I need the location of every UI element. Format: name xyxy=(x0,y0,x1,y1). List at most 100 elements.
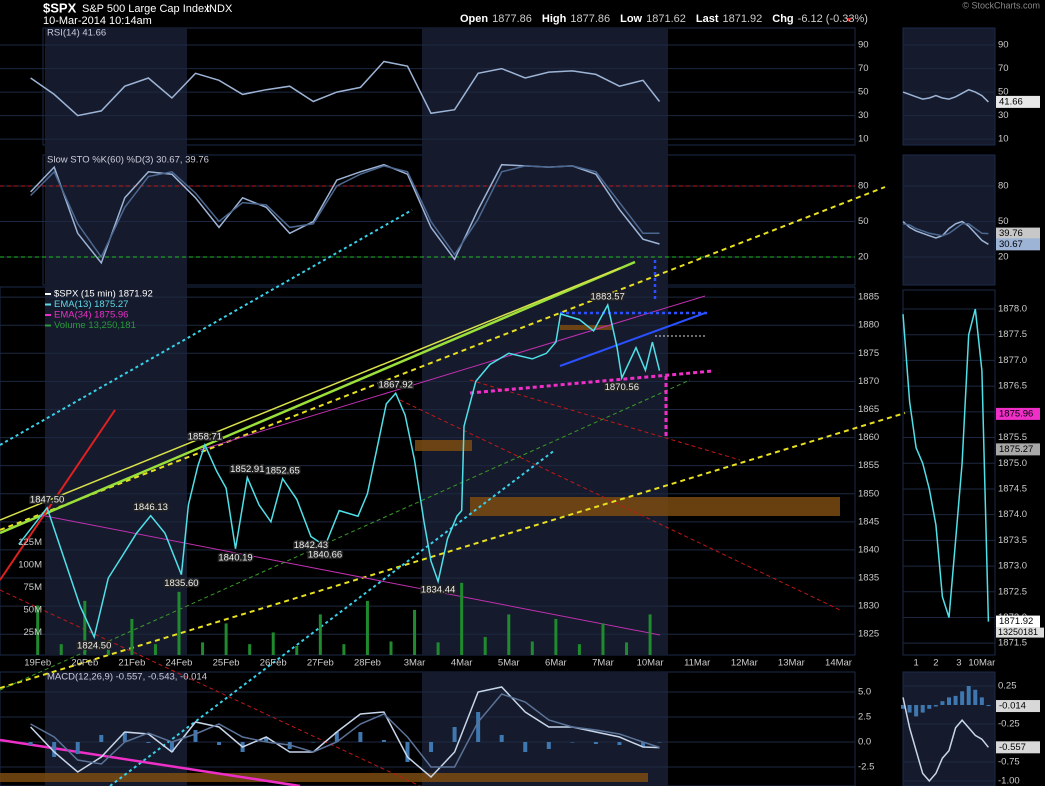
histogram-bar xyxy=(146,742,151,743)
histogram-bar xyxy=(405,742,410,762)
volume-bar xyxy=(389,641,393,655)
histogram-bar xyxy=(986,704,991,707)
series-line xyxy=(18,302,661,640)
volume-bar xyxy=(601,623,605,655)
legend-entry: EMA(34) 1875.96 xyxy=(54,310,128,321)
histogram-bar xyxy=(570,742,575,743)
y-tick-label: 1850 xyxy=(858,488,879,499)
price-annotation: 1852.65 xyxy=(265,465,299,476)
volume-bar xyxy=(436,642,440,655)
histogram-bar xyxy=(593,742,598,744)
volume-bar xyxy=(130,618,134,655)
volume-bar xyxy=(483,636,487,655)
volume-box-label: 13250181 xyxy=(998,627,1038,637)
y-tick-label: 1865 xyxy=(858,404,879,415)
volume-bar xyxy=(271,632,275,655)
x-tick-label: 11Mar xyxy=(684,658,710,669)
value-box-label: 30.67 xyxy=(999,239,1023,250)
y-tick-label: 50 xyxy=(998,216,1009,227)
volume-bar xyxy=(365,600,369,655)
quote-label: High xyxy=(542,13,567,25)
y-tick-label: 1877.5 xyxy=(998,329,1027,340)
series-line xyxy=(902,697,989,783)
volume-bar xyxy=(648,614,652,655)
histogram-bar xyxy=(429,742,434,752)
y-tick-label: 1877.0 xyxy=(998,355,1027,366)
exchange: INDX xyxy=(206,3,233,15)
value-box-label: -0.014 xyxy=(999,701,1026,712)
y-tick-label: 20 xyxy=(998,251,1009,262)
value-box-label: 41.66 xyxy=(999,96,1023,107)
quote-value: 1871.92 xyxy=(723,13,763,25)
overlays xyxy=(0,186,906,786)
x-tick-label: 27Feb xyxy=(307,658,334,669)
y-tick-label: 0.0 xyxy=(858,737,871,748)
y-tick-label: 1835 xyxy=(858,573,879,584)
histogram-bar xyxy=(193,730,198,742)
histogram-bar xyxy=(979,697,984,705)
y-tick-label: 1875.0 xyxy=(998,458,1027,469)
y-tick-label: 50 xyxy=(998,87,1009,98)
volume-tick-label: 125M xyxy=(18,537,42,548)
quote-label: Chg xyxy=(772,13,793,25)
y-tick-label: 1825 xyxy=(858,629,879,640)
histogram-bar xyxy=(476,712,481,742)
x-tick-label: 14Mar xyxy=(825,658,852,669)
series-line xyxy=(902,308,990,622)
series-line xyxy=(902,223,989,237)
x-tick-label: 2 xyxy=(933,658,938,669)
histogram-bar xyxy=(169,742,174,752)
series-line xyxy=(30,686,660,779)
volume-bar xyxy=(153,644,157,655)
x-tick-label: 3 xyxy=(956,658,961,669)
histogram-bar xyxy=(499,735,504,742)
panel-title: RSI(14) 41.66 xyxy=(47,28,106,39)
y-tick-label: 2.5 xyxy=(858,712,871,723)
series-line xyxy=(30,60,661,117)
legend-swatch xyxy=(45,324,51,327)
series-line xyxy=(30,165,660,259)
histogram-bar xyxy=(617,742,622,745)
quote-value: 1877.86 xyxy=(492,13,532,25)
price-annotation: 1840.66 xyxy=(308,550,342,561)
y-tick-label: 1872.5 xyxy=(998,586,1027,597)
y-tick-label: 1873.5 xyxy=(998,535,1027,546)
volume-bar xyxy=(507,614,511,655)
price-annotation: 1840.19 xyxy=(218,552,252,563)
quote-value: 1871.62 xyxy=(646,13,686,25)
quote-label: Last xyxy=(696,13,719,25)
histogram-bar xyxy=(940,701,945,705)
histogram-bar xyxy=(953,695,958,705)
quote-value: 1877.86 xyxy=(570,13,610,25)
y-tick-label: 0.25 xyxy=(998,680,1017,691)
y-tick-label: 1871.5 xyxy=(998,638,1027,649)
datetime: 10-Mar-2014 10:14am xyxy=(43,15,152,27)
histogram-bar xyxy=(523,742,528,752)
histogram-bar xyxy=(641,742,646,747)
histogram-bar xyxy=(99,735,104,742)
legend-entry: Volume 13,250,181 xyxy=(54,320,136,331)
legend-entry: $SPX (15 min) 1871.92 xyxy=(54,289,153,300)
volume-bar xyxy=(36,605,40,655)
volume-bar xyxy=(577,644,581,655)
value-box xyxy=(996,700,1040,713)
histogram-bar xyxy=(28,742,33,745)
price-annotation: 1852.91 xyxy=(230,464,264,475)
y-tick-label: -1.00 xyxy=(998,775,1020,786)
y-tick-label: 20 xyxy=(858,251,869,262)
price-annotation: 1834.44 xyxy=(421,585,455,596)
y-tick-label: 1875 xyxy=(858,348,879,359)
price-annotation: 1883.57 xyxy=(591,292,625,303)
x-tick-label: 28Feb xyxy=(354,658,381,669)
x-tick-label: 6Mar xyxy=(545,658,567,669)
volume-bar xyxy=(83,600,87,655)
value-box xyxy=(996,443,1040,456)
panel-title: Slow STO %K(60) %D(3) 30.67, 39.76 xyxy=(47,155,209,166)
legend-entry: EMA(13) 1875.27 xyxy=(54,299,128,310)
volume-box xyxy=(996,627,1044,638)
histogram-bar xyxy=(914,704,919,717)
y-tick-label: 5.0 xyxy=(858,687,871,698)
volume-tick-label: 75M xyxy=(24,582,43,593)
panel-title: MACD(12,26,9) -0.557, -0.543, -0.014 xyxy=(47,672,207,683)
